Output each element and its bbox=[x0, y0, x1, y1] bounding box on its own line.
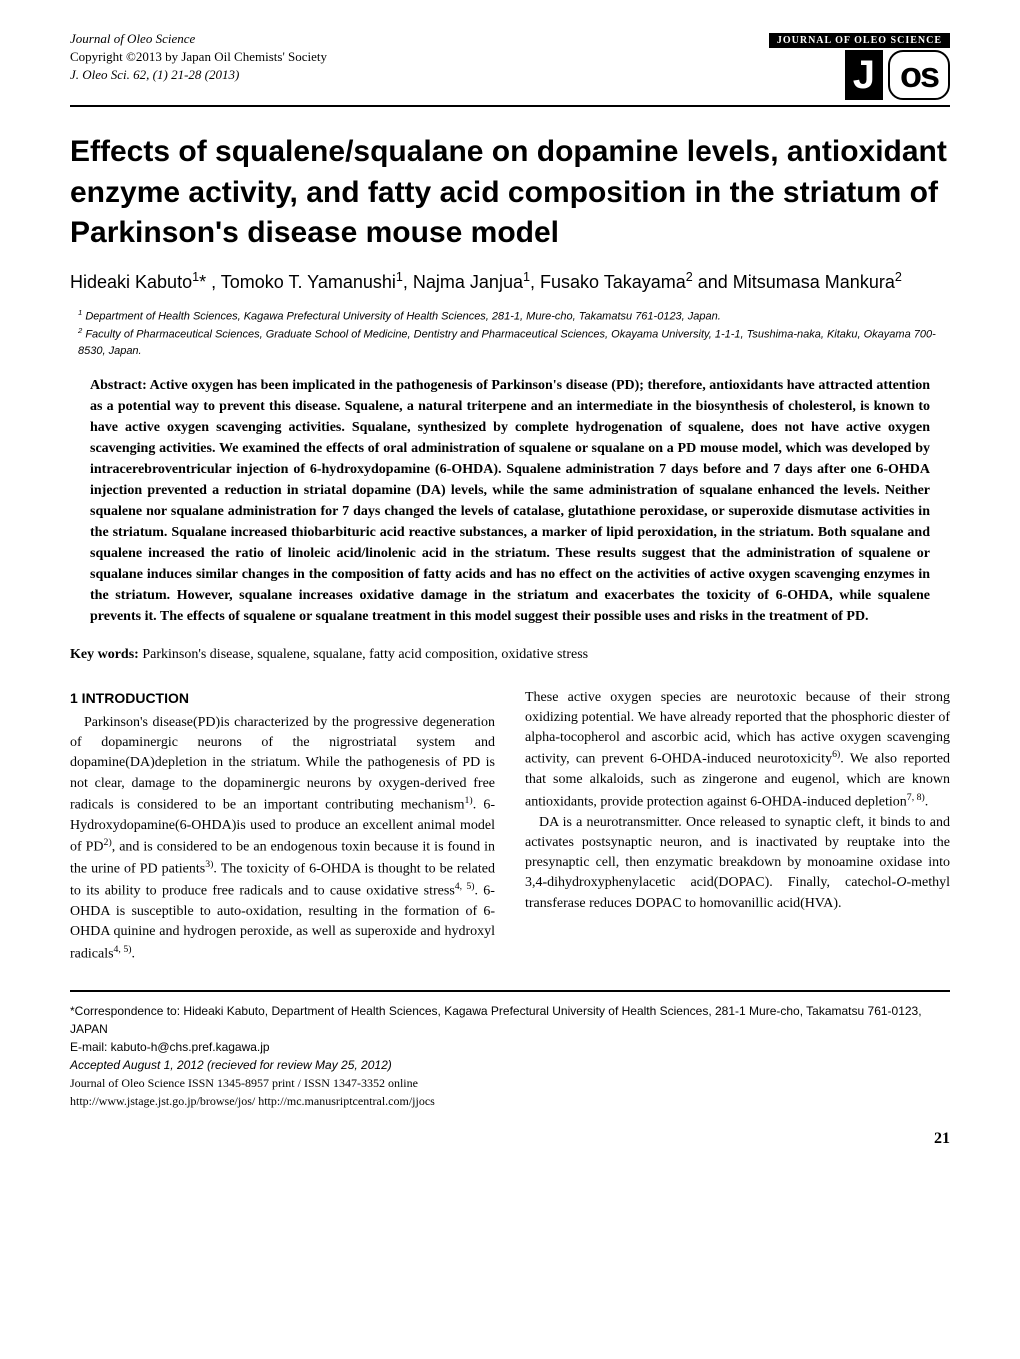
section-introduction-title: 1 INTRODUCTION bbox=[70, 688, 495, 708]
urls-line: http://www.jstage.jst.go.jp/browse/jos/ … bbox=[70, 1092, 950, 1110]
affiliation-1: 1 Department of Health Sciences, Kagawa … bbox=[78, 307, 950, 325]
body-columns: 1 INTRODUCTION Parkinson's disease(PD)is… bbox=[70, 688, 950, 965]
logo-main: J os bbox=[769, 50, 950, 100]
intro-paragraph-3: DA is a neurotransmitter. Once released … bbox=[525, 813, 950, 914]
keywords-label: Key words: bbox=[70, 647, 139, 662]
affiliations: 1 Department of Health Sciences, Kagawa … bbox=[70, 307, 950, 360]
journal-logo: JOURNAL OF OLEO SCIENCE J os bbox=[769, 30, 950, 100]
citation-line: J. Oleo Sci. 62, (1) 21-28 (2013) bbox=[70, 66, 327, 84]
footer-divider bbox=[70, 990, 950, 992]
journal-info: Journal of Oleo Science Copyright ©2013 … bbox=[70, 30, 327, 85]
keywords-text: Parkinson's disease, squalene, squalane,… bbox=[139, 647, 588, 662]
left-column: 1 INTRODUCTION Parkinson's disease(PD)is… bbox=[70, 688, 495, 965]
right-column: These active oxygen species are neurotox… bbox=[525, 688, 950, 965]
intro-paragraph-2: These active oxygen species are neurotox… bbox=[525, 688, 950, 813]
accepted-line: Accepted August 1, 2012 (recieved for re… bbox=[70, 1056, 950, 1074]
issn-line: Journal of Oleo Science ISSN 1345-8957 p… bbox=[70, 1074, 950, 1092]
article-title: Effects of squalene/squalane on dopamine… bbox=[70, 132, 950, 254]
abstract-text: Abstract: Active oxygen has been implica… bbox=[70, 375, 950, 627]
affiliation-2: 2 Faculty of Pharmaceutical Sciences, Gr… bbox=[78, 325, 950, 360]
page-header: Journal of Oleo Science Copyright ©2013 … bbox=[70, 30, 950, 100]
logo-os-icon: os bbox=[888, 50, 950, 100]
header-divider bbox=[70, 105, 950, 107]
keywords: Key words: Parkinson's disease, squalene… bbox=[70, 647, 950, 663]
authors-list: Hideaki Kabuto1* , Tomoko T. Yamanushi1,… bbox=[70, 269, 950, 295]
intro-paragraph-1: Parkinson's disease(PD)is characterized … bbox=[70, 713, 495, 965]
copyright-line: Copyright ©2013 by Japan Oil Chemists' S… bbox=[70, 48, 327, 66]
logo-j-icon: J bbox=[845, 50, 883, 100]
logo-banner-text: JOURNAL OF OLEO SCIENCE bbox=[769, 33, 950, 48]
correspondence-line: *Correspondence to: Hideaki Kabuto, Depa… bbox=[70, 1002, 950, 1038]
email-line: E-mail: kabuto-h@chs.pref.kagawa.jp bbox=[70, 1038, 950, 1056]
journal-name: Journal of Oleo Science bbox=[70, 30, 327, 48]
footer-content: *Correspondence to: Hideaki Kabuto, Depa… bbox=[70, 1002, 950, 1110]
page-number: 21 bbox=[70, 1130, 950, 1148]
